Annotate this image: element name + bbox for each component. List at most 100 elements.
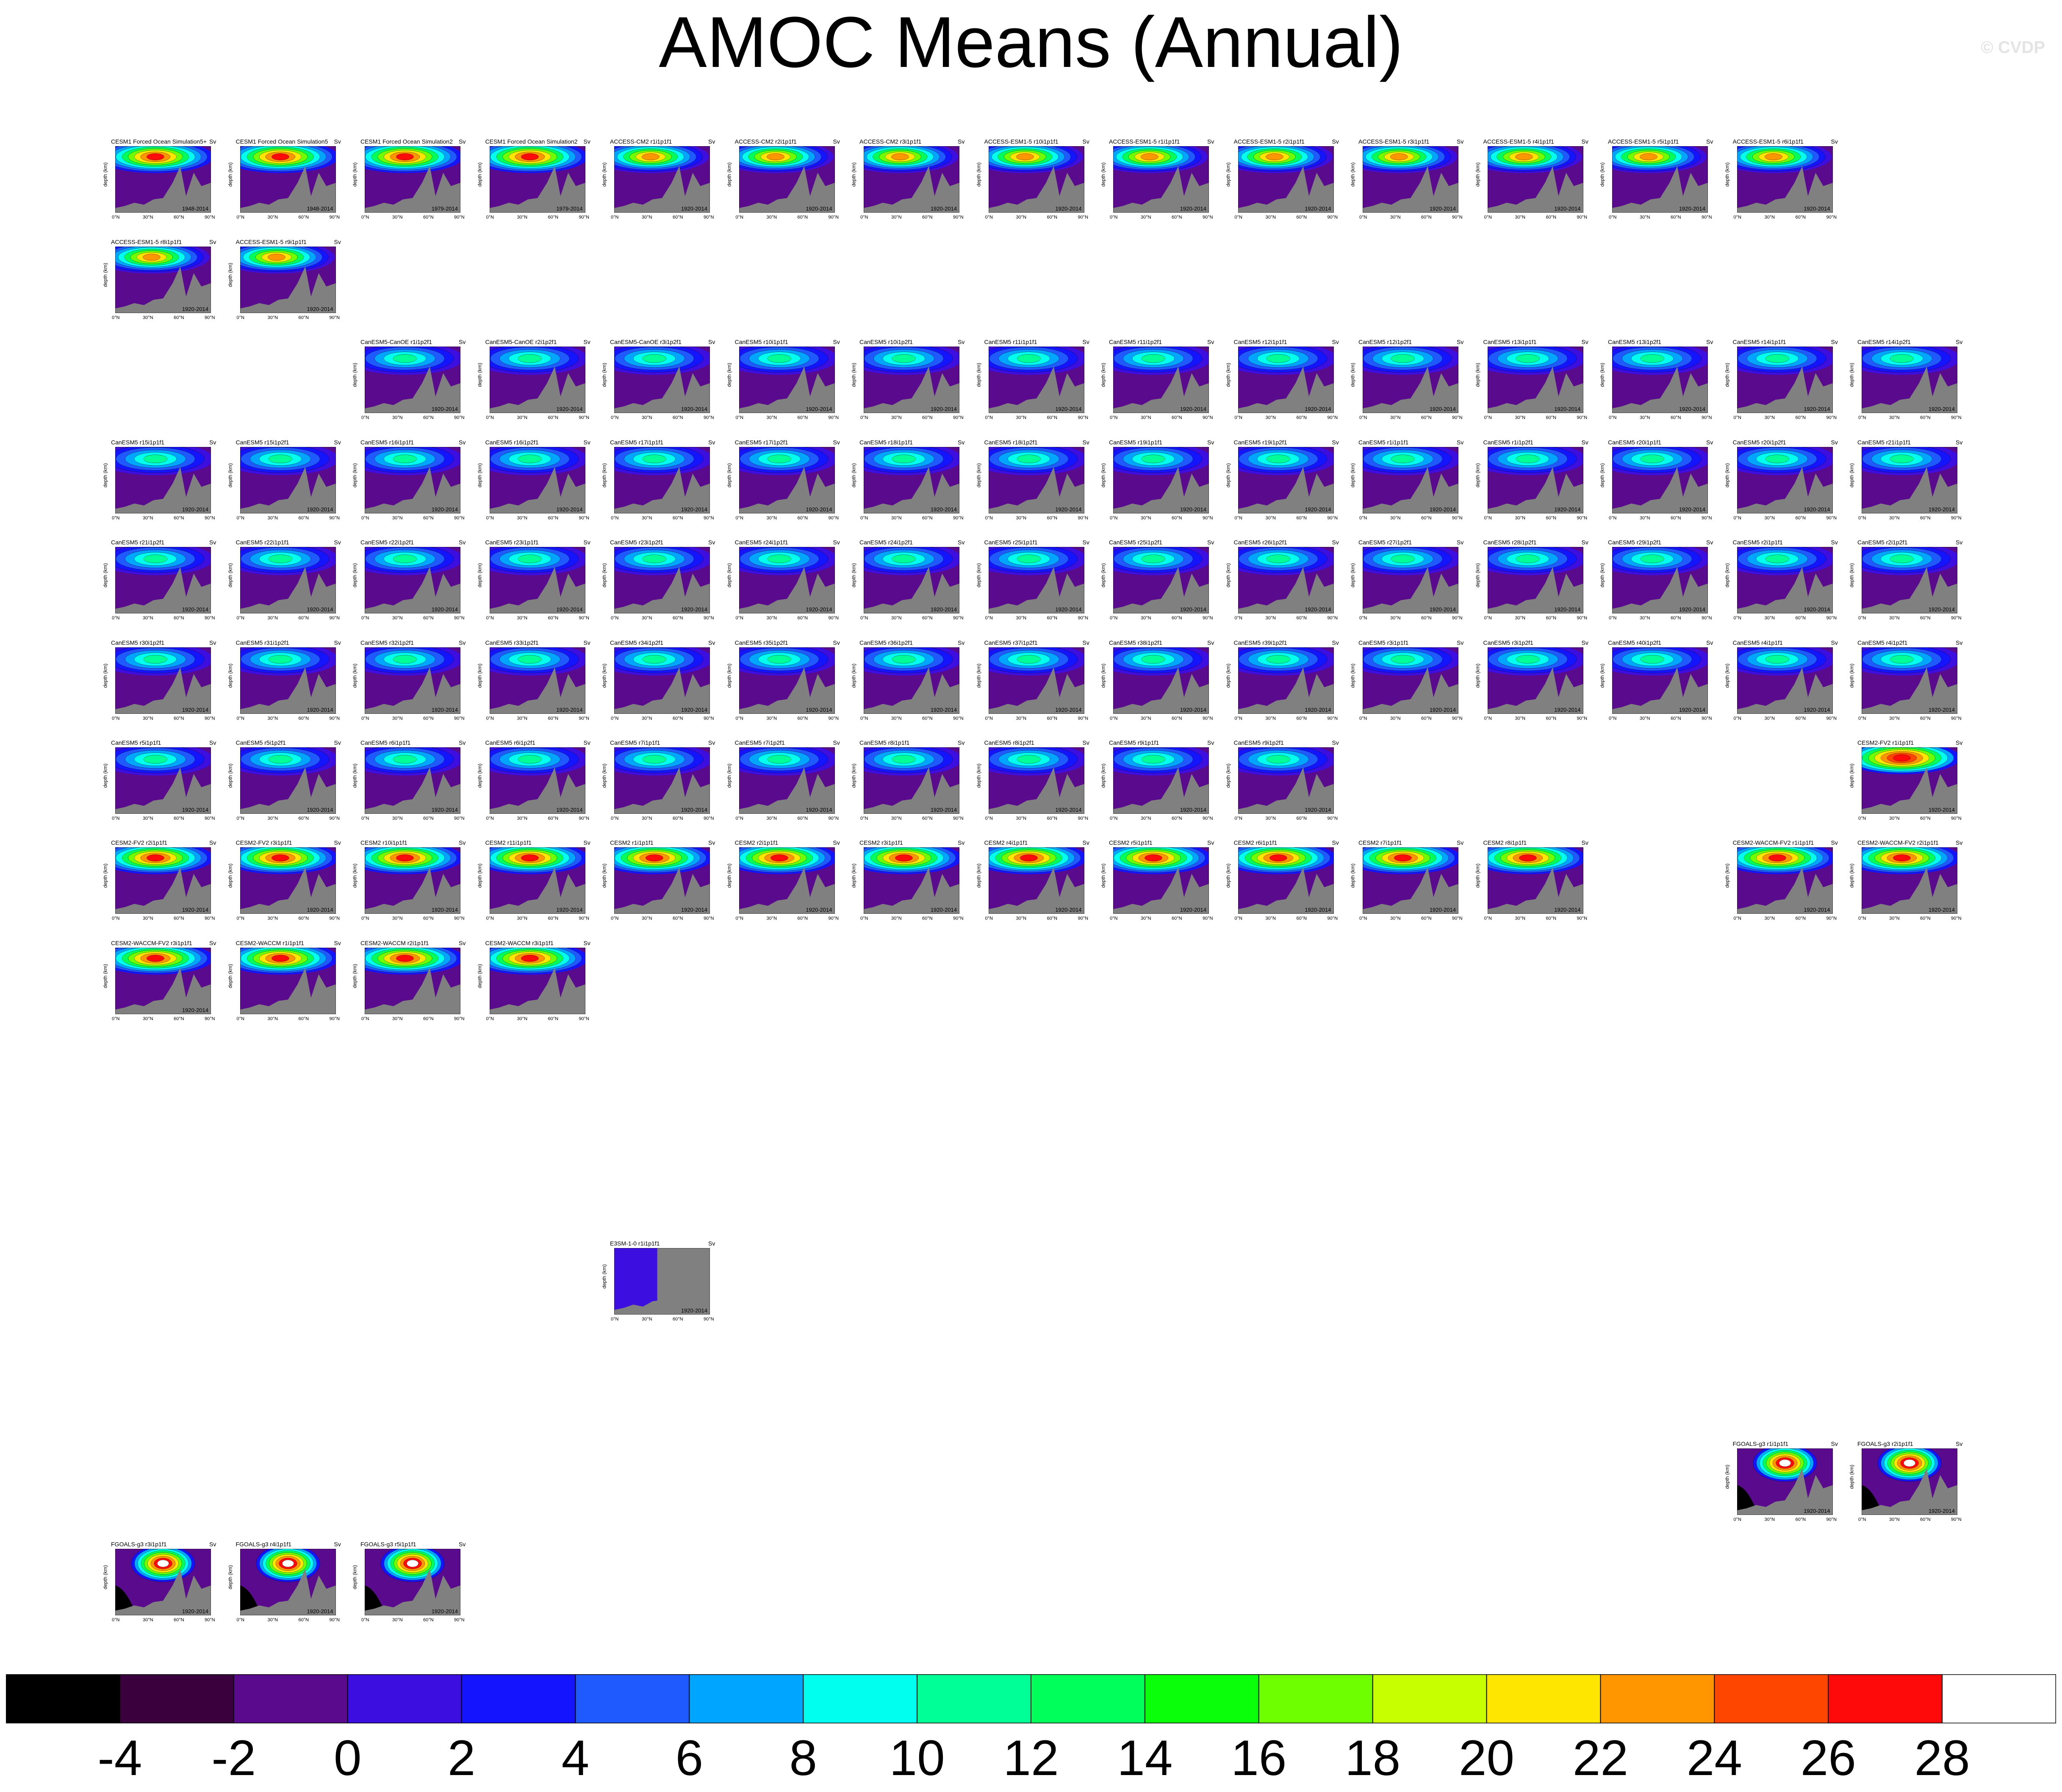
amoc-panel: CanESM5 r15i1p1f1 Sv 1920-2014 depth (km) 0°… (103, 439, 238, 532)
amoc-contours (739, 146, 834, 173)
bathymetry-mask (988, 366, 1084, 413)
panel-years: 1920-2014 (182, 907, 208, 913)
panel-title: CESM2 r3i1p1f1 (859, 839, 903, 846)
y-axis-label: depth (km) (352, 1565, 358, 1589)
panel-units: Sv (1082, 138, 1089, 145)
x-tick-label: 0°N (1609, 716, 1617, 721)
amoc-panel: CanESM5 r38i1p2f1 Sv 1920-2014 depth (km) 0°… (1100, 639, 1236, 732)
amoc-contours (1113, 747, 1209, 776)
amoc-panel: CanESM5 r10i1p2f1 Sv 1920-2014 depth (km) 0°… (851, 338, 987, 431)
panel-title: CanESM5 r7i1p1f1 (610, 739, 660, 746)
x-tick-label: 30°N (891, 215, 902, 220)
colorbar-segment (803, 1674, 917, 1723)
x-tick-label: 60°N (922, 916, 933, 921)
panel-units: Sv (1082, 639, 1089, 646)
x-tick-label: 90°N (1327, 516, 1338, 521)
x-tick-label: 90°N (828, 716, 839, 721)
x-tick-label: 90°N (828, 616, 839, 621)
x-tick-label: 0°N (611, 616, 619, 621)
panel-title: CanESM5 r13i1p1f1 (1483, 338, 1537, 345)
panel-units: Sv (1332, 138, 1339, 145)
colorbar-tick-label: 26 (1800, 1730, 1856, 1786)
amoc-panel: CESM2-FV2 r3i1p1f1 Sv 1920-2014 depth (km) 0… (227, 839, 363, 932)
y-axis-label: depth (km) (976, 563, 982, 588)
amoc-panel: CanESM5 r18i1p2f1 Sv 1920-2014 depth (km) 0°… (976, 439, 1111, 532)
panel-plot (365, 1549, 460, 1615)
panel-units: Sv (583, 839, 590, 846)
x-tick-label: 0°N (1110, 716, 1118, 721)
amoc-panel: CanESM5 r3i1p2f1 Sv 1920-2014 depth (km) 0°N… (1474, 639, 1610, 732)
x-tick-label: 90°N (1826, 516, 1837, 521)
panel-years: 1920-2014 (806, 606, 832, 613)
y-axis-label: depth (km) (352, 964, 358, 988)
x-tick-label: 60°N (1421, 215, 1432, 220)
panel-plot (864, 547, 959, 613)
bathymetry-mask (1238, 667, 1334, 714)
panel-plot (739, 447, 835, 513)
colorbar-tick-label: 24 (1686, 1730, 1742, 1786)
y-axis-label: depth (km) (1849, 1465, 1855, 1489)
x-tick-label: 30°N (1265, 516, 1276, 521)
amoc-contours (988, 347, 1084, 375)
panel-plot (988, 547, 1084, 613)
panel-title: CanESM5 r14i1p1f1 (1732, 338, 1786, 345)
x-tick-label: 60°N (174, 215, 184, 220)
x-tick-label: 0°N (860, 916, 868, 921)
panel-title: CanESM5 r16i1p1f1 (360, 439, 414, 446)
panel-title: ACCESS-CM2 r1i1p1f1 (610, 138, 672, 145)
x-tick-label: 30°N (766, 916, 777, 921)
x-tick-label: 60°N (423, 1617, 434, 1623)
x-tick-label: 60°N (1920, 616, 1931, 621)
y-axis-label: depth (km) (1724, 363, 1730, 387)
bathymetry-mask (240, 968, 336, 1014)
amoc-contours (1487, 547, 1583, 575)
y-axis-label: depth (km) (1350, 863, 1356, 888)
x-tick-label: 0°N (735, 516, 743, 521)
amoc-panel: CESM1 Forced Ocean Simulation2 Sv 1979-201… (477, 138, 613, 231)
panel-units: Sv (1332, 639, 1339, 646)
panel-units: Sv (334, 739, 341, 746)
x-tick-label: 60°N (1546, 215, 1557, 220)
x-tick-label: 30°N (1889, 716, 1900, 721)
amoc-panel: CanESM5 r19i1p2f1 Sv 1920-2014 depth (km) 0°… (1225, 439, 1361, 532)
panel-years: 1920-2014 (1928, 807, 1955, 813)
panel-units: Sv (334, 940, 341, 946)
x-tick-label: 30°N (1515, 516, 1526, 521)
y-axis-label: depth (km) (227, 463, 233, 488)
x-tick-label: 0°N (985, 916, 993, 921)
colorbar-segment (1828, 1674, 1943, 1723)
panel-units: Sv (459, 839, 466, 846)
colorbar-tick-label: 16 (1231, 1730, 1287, 1786)
y-axis-label: depth (km) (1350, 463, 1356, 488)
panel-plot (115, 447, 211, 513)
x-tick-label: 30°N (1515, 215, 1526, 220)
panel-years: 1920-2014 (182, 707, 208, 713)
amoc-contours (240, 547, 336, 575)
x-tick-label: 60°N (1671, 616, 1681, 621)
amoc-contours (115, 547, 211, 575)
bathymetry-mask (1737, 867, 1833, 914)
panel-title: E3SM-1-0 r1i1p1f1 (610, 1240, 660, 1247)
x-tick-label: 0°N (1234, 516, 1242, 521)
x-tick-label: 0°N (611, 215, 619, 220)
bathymetry-mask (1363, 667, 1458, 714)
x-tick-label: 90°N (1203, 716, 1213, 721)
x-tick-label: 30°N (143, 1617, 153, 1623)
panel-plot (1612, 146, 1708, 213)
bathymetry-mask (1113, 567, 1209, 613)
panel-plot (115, 146, 211, 213)
amoc-panel: CanESM5-CanOE r3i1p2f1 Sv 1920-2014 depth (… (601, 338, 737, 431)
x-tick-label: 60°N (1795, 215, 1806, 220)
amoc-panel: CESM2 r1i1p1f1 Sv 1920-2014 depth (km) 0°N 30… (601, 839, 737, 932)
x-tick-label: 60°N (548, 516, 559, 521)
x-tick-label: 30°N (517, 215, 528, 220)
x-tick-label: 90°N (579, 415, 590, 420)
panel-years: 1920-2014 (182, 606, 208, 613)
x-tick-label: 30°N (766, 816, 777, 821)
bathymetry-mask (1113, 166, 1209, 213)
panel-units: Sv (334, 639, 341, 646)
bathymetry-mask (115, 667, 211, 714)
y-axis-label: depth (km) (1350, 363, 1356, 387)
colorbar-tick-label: 6 (675, 1730, 704, 1786)
amoc-panel: CanESM5 r6i1p2f1 Sv 1920-2014 depth (km) 0°N… (477, 739, 613, 832)
